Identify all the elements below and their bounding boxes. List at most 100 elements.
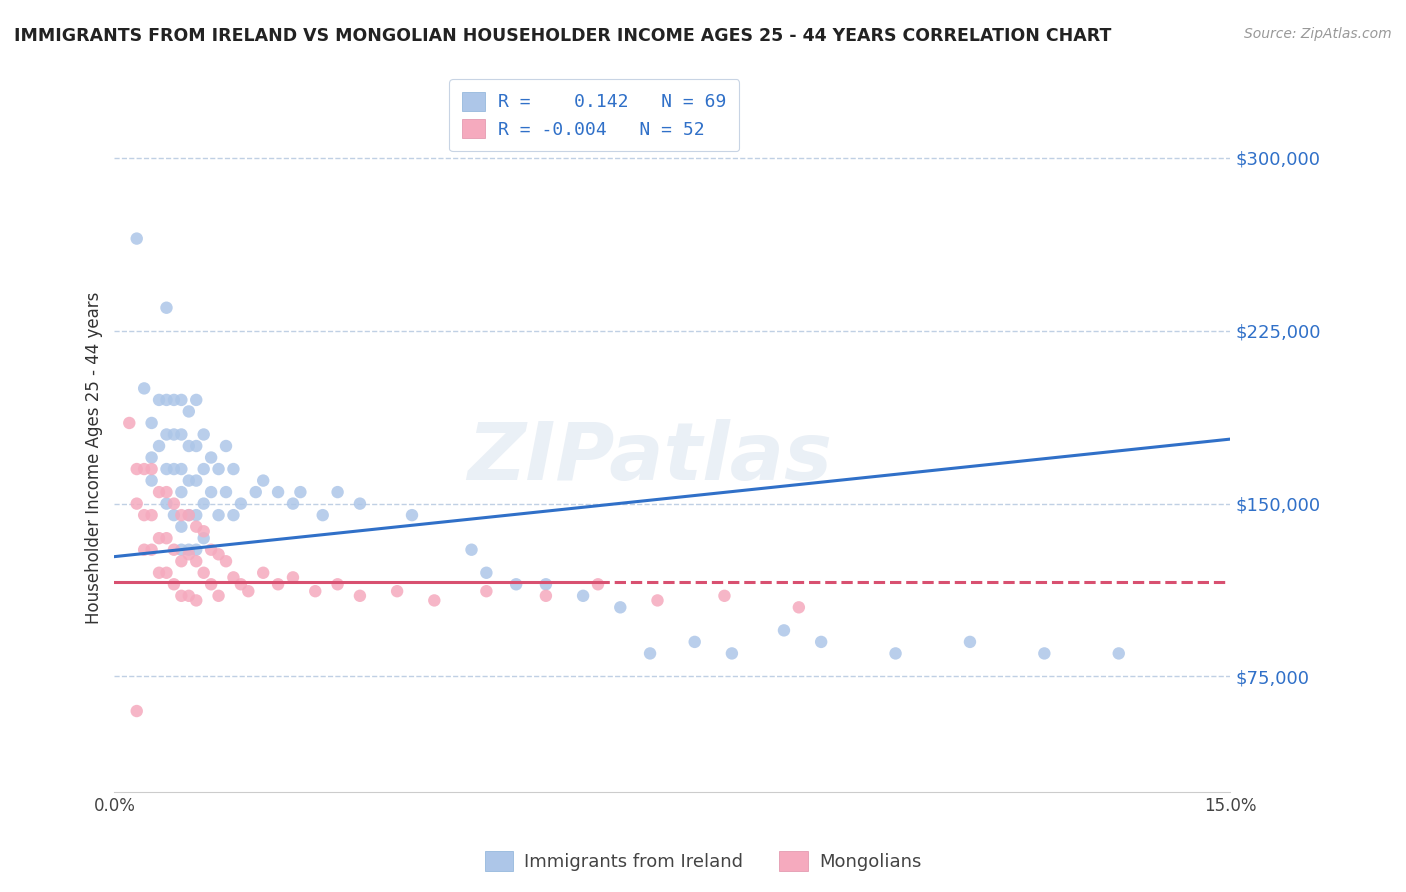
Point: [155, 497, 177, 511]
Point: [200, 542, 222, 557]
Point: [186, 554, 208, 568]
Point: [229, 577, 252, 591]
Text: Source: ZipAtlas.com: Source: ZipAtlas.com: [1244, 27, 1392, 41]
Point: [170, 427, 193, 442]
Point: [148, 531, 170, 545]
Point: [186, 439, 208, 453]
Point: [281, 570, 304, 584]
Point: [267, 577, 290, 591]
Point: [134, 508, 156, 523]
Text: IMMIGRANTS FROM IRELAND VS MONGOLIAN HOUSEHOLDER INCOME AGES 25 - 44 YEARS CORRE: IMMIGRANTS FROM IRELAND VS MONGOLIAN HOU…: [14, 27, 1111, 45]
Point: [141, 508, 163, 523]
Point: [572, 589, 595, 603]
Point: [148, 566, 170, 580]
Point: [186, 519, 208, 533]
Point: [177, 508, 200, 523]
Point: [155, 462, 177, 476]
Point: [148, 392, 170, 407]
Point: [281, 497, 304, 511]
Point: [1033, 647, 1056, 661]
Point: [200, 450, 222, 465]
Point: [475, 566, 498, 580]
Point: [222, 508, 245, 523]
Point: [312, 508, 335, 523]
Point: [141, 450, 163, 465]
Point: [193, 524, 215, 539]
Point: [222, 462, 245, 476]
Point: [222, 570, 245, 584]
Point: [118, 416, 141, 430]
Point: [713, 589, 735, 603]
Point: [155, 427, 177, 442]
Point: [155, 301, 177, 315]
Point: [163, 392, 186, 407]
Point: [959, 635, 981, 649]
Point: [647, 593, 669, 607]
Point: [125, 231, 148, 245]
Point: [423, 593, 446, 607]
Point: [148, 485, 170, 500]
Point: [207, 462, 229, 476]
Point: [186, 474, 208, 488]
Point: [773, 624, 796, 638]
Point: [186, 392, 208, 407]
Legend: R =    0.142   N = 69, R = -0.004   N = 52: R = 0.142 N = 69, R = -0.004 N = 52: [450, 78, 740, 152]
Point: [155, 531, 177, 545]
Point: [267, 485, 290, 500]
Point: [170, 589, 193, 603]
Point: [125, 704, 148, 718]
Point: [193, 566, 215, 580]
Point: [304, 584, 326, 599]
Legend: Immigrants from Ireland, Mongolians: Immigrants from Ireland, Mongolians: [477, 844, 929, 879]
Point: [884, 647, 907, 661]
Point: [141, 542, 163, 557]
Point: [207, 508, 229, 523]
Point: [207, 547, 229, 561]
Point: [141, 474, 163, 488]
Point: [186, 542, 208, 557]
Point: [163, 577, 186, 591]
Point: [238, 584, 260, 599]
Point: [215, 554, 238, 568]
Point: [155, 566, 177, 580]
Point: [177, 404, 200, 418]
Point: [460, 542, 482, 557]
Point: [245, 485, 267, 500]
Point: [170, 519, 193, 533]
Point: [505, 577, 527, 591]
Point: [141, 416, 163, 430]
Point: [193, 427, 215, 442]
Point: [170, 542, 193, 557]
Point: [163, 427, 186, 442]
Point: [401, 508, 423, 523]
Point: [349, 589, 371, 603]
Point: [155, 485, 177, 500]
Y-axis label: Householder Income Ages 25 - 44 years: Householder Income Ages 25 - 44 years: [86, 292, 103, 624]
Point: [638, 647, 661, 661]
Point: [170, 392, 193, 407]
Point: [170, 485, 193, 500]
Point: [170, 508, 193, 523]
Point: [787, 600, 810, 615]
Point: [229, 497, 252, 511]
Point: [200, 577, 222, 591]
Point: [1108, 647, 1130, 661]
Point: [170, 554, 193, 568]
Point: [290, 485, 312, 500]
Point: [125, 462, 148, 476]
Point: [252, 474, 274, 488]
Point: [534, 589, 557, 603]
Point: [215, 485, 238, 500]
Point: [385, 584, 408, 599]
Text: ZIPatlas: ZIPatlas: [468, 418, 832, 497]
Point: [534, 577, 557, 591]
Point: [148, 439, 170, 453]
Point: [177, 542, 200, 557]
Point: [141, 462, 163, 476]
Point: [163, 497, 186, 511]
Point: [810, 635, 832, 649]
Point: [193, 462, 215, 476]
Point: [177, 439, 200, 453]
Point: [326, 577, 349, 591]
Point: [134, 462, 156, 476]
